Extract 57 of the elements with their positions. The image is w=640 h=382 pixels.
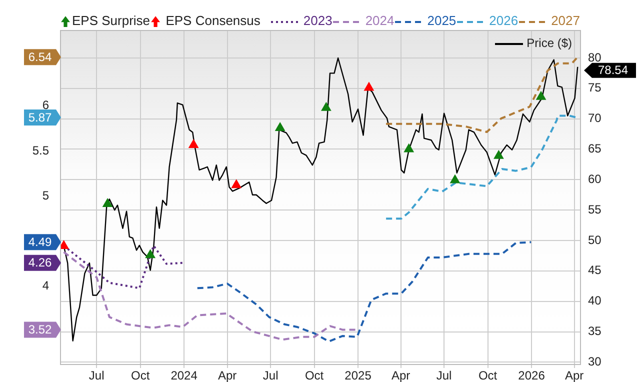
y-tick-label: 6 [42,98,50,112]
y2-tick-label: 60 [588,172,602,186]
point [275,122,285,131]
line-series [385,114,578,220]
y2-tick-label: 35 [588,324,602,338]
text: 4.26 [28,256,52,270]
line-series [385,56,579,134]
y2-tick-label: 45 [588,263,602,278]
x-tick-label: Oct [304,368,324,382]
text: 3.52 [28,322,52,337]
x-tick-label: Apr [391,368,410,382]
x-tick-label: Oct [130,368,150,382]
legend-label: Price ($) [526,36,572,50]
y-tick-label: 5.5 [32,143,50,158]
data-label: 78.54 [598,63,628,78]
point [60,240,69,249]
legend-title: EPS Consensus [166,13,260,28]
point [188,139,198,148]
y-tick-label: 4 [42,278,50,293]
legend-label: 2024 [365,13,394,28]
y2-tick-label: 65 [588,142,602,156]
x-tick-label: Apr [218,368,237,382]
legend-label: EPS Surprise [72,13,150,28]
point [494,150,504,159]
text: 4.49 [28,234,52,249]
text: 6.54 [28,50,52,64]
y2-tick-label: 75 [588,80,602,95]
text: 5.87 [28,110,52,124]
x-tick-label: Apr [564,368,584,382]
line-series [62,251,358,341]
legend-label: 2026 [489,13,518,28]
x-tick-label: Jul [436,368,452,382]
point [102,198,112,207]
legend-label: 2025 [427,13,456,28]
y-tick-label: 5 [42,188,50,202]
x-tick-label: 2026 [518,368,546,382]
legend-label: 2023 [303,13,332,28]
x-tick-label: Jul [88,368,104,382]
y2-tick-label: 55 [588,202,602,216]
point [145,250,156,258]
y2-tick-label: 30 [588,354,602,368]
point [321,102,332,111]
y2-tick-label: 40 [588,294,602,308]
x-tick-label: 2024 [170,368,198,382]
point [536,91,546,100]
line-series [196,241,532,342]
point [404,144,414,152]
point [364,82,374,91]
y2-tick-label: 50 [588,232,602,247]
y2-tick-label: 70 [588,111,602,126]
y2-tick-label: 80 [588,50,602,64]
x-tick-label: Oct [478,368,498,382]
point [450,174,460,184]
x-tick-label: 2025 [344,368,372,382]
point [232,180,242,188]
x-tick-label: Jul [262,368,278,382]
legend-label: 2027 [551,13,580,28]
